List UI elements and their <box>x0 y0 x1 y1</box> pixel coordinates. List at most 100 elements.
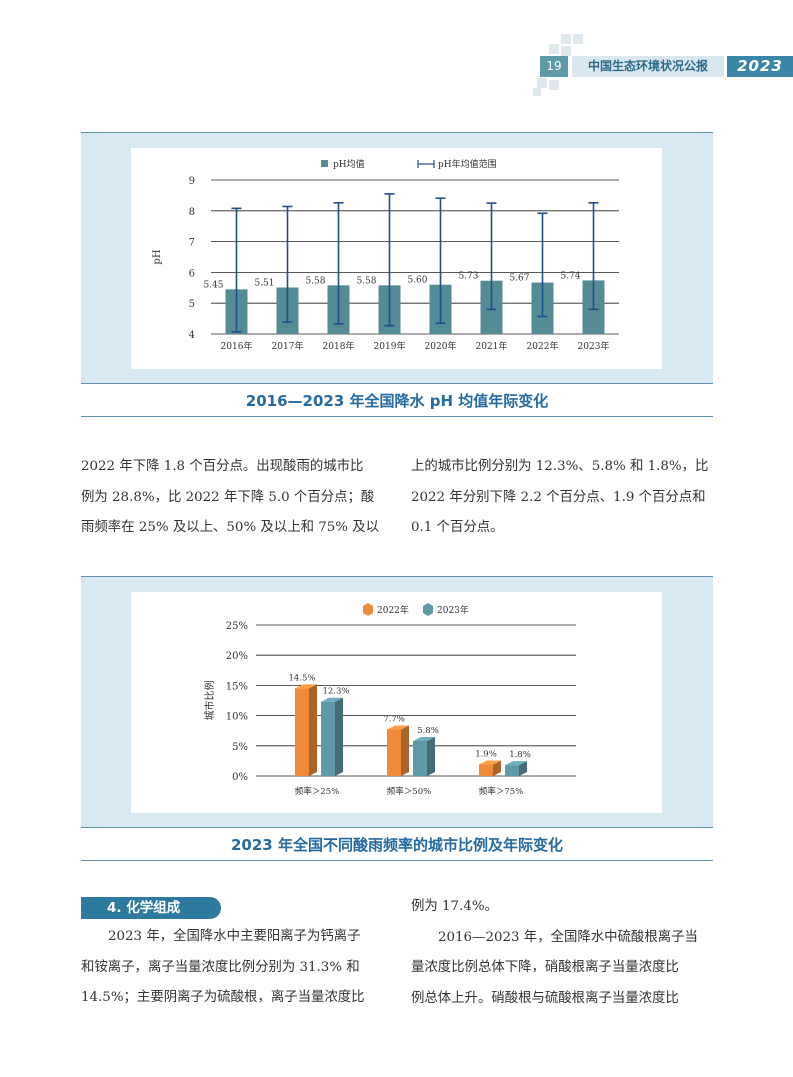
legend-label: 2023年 <box>437 604 469 616</box>
text-line: 量浓度比例总体下降，硝酸根离子当量浓度比 <box>411 960 679 975</box>
x-tick-label: 频率＞25% <box>295 786 339 797</box>
bar-top <box>413 736 435 741</box>
text-line: 上的城市比例分别为 12.3%、5.8% 和 1.8%，比 <box>411 459 709 474</box>
data-label: 1.9% <box>475 750 497 760</box>
section-right-column: 例为 17.4%。 2016—2023 年，全国降水中硫酸根离子当 量浓度比例总… <box>411 892 698 1014</box>
page-number: 19 <box>540 56 568 77</box>
bar-front <box>321 701 335 776</box>
ph-chart: 4 5 6 7 8 9 pH pH均值 pH年均值范围 5.45 2016年 5.51 2017年 5.5… <box>152 158 619 352</box>
y-tick-label: 5% <box>232 742 248 753</box>
x-tick-label: 频率＞50% <box>387 786 431 797</box>
data-label: 5.8% <box>417 726 439 736</box>
y-tick-label: 6 <box>189 268 195 279</box>
y-tick-label: 9 <box>189 176 195 187</box>
y-tick-label: 0% <box>232 772 248 783</box>
bar-front <box>295 688 309 776</box>
x-tick-label: 2019年 <box>374 340 406 352</box>
bar-top <box>479 760 501 765</box>
legend-swatch <box>363 603 373 616</box>
data-label: 5.60 <box>407 276 427 286</box>
figure2-panel: 0% 5% 10% 15% 20% 25% 城市比例 2022年 2023年 14.5% 12.3%… <box>81 576 713 827</box>
data-label: 5.67 <box>509 274 529 284</box>
bar-side <box>309 684 317 776</box>
bar-front <box>505 765 519 776</box>
legend-swatch <box>423 603 433 616</box>
bar <box>479 760 501 776</box>
text-line: 14.5%；主要阴离子为硫酸根，离子当量浓度比 <box>81 990 365 1005</box>
data-label: 5.51 <box>254 278 274 288</box>
data-label: 12.3% <box>322 687 349 697</box>
y-tick-label: 4 <box>189 330 195 341</box>
bar-side <box>401 725 409 776</box>
y-tick-label: 10% <box>226 712 248 723</box>
text-line: 2022 年下降 1.8 个百分点。出现酸雨的城市比 <box>81 459 364 474</box>
y-tick-label: 15% <box>226 681 248 692</box>
legend-swatch-mean <box>321 160 328 167</box>
bar <box>505 761 527 776</box>
bar-front <box>387 729 401 776</box>
figure1-chart-area: 4 5 6 7 8 9 pH pH均值 pH年均值范围 5.45 2016年 5.51 2017年 5.5… <box>131 148 662 369</box>
text-line: 0.1 个百分点。 <box>411 520 504 535</box>
data-label: 5.73 <box>458 272 478 282</box>
paragraph1-left: 2022 年下降 1.8 个百分点。出现酸雨的城市比 例为 28.8%，比 20… <box>81 452 379 544</box>
data-label: 1.8% <box>509 750 531 760</box>
section-left-column: 2023 年，全国降水中主要阳离子为钙离子 和铵离子，离子当量浓度比例分别为 3… <box>81 922 365 1014</box>
bar-side <box>493 760 501 776</box>
y-axis-label: pH <box>152 249 163 264</box>
x-tick-label: 2018年 <box>323 340 355 352</box>
bar-top <box>321 697 343 702</box>
x-tick-label: 2020年 <box>425 340 457 352</box>
bar-top <box>505 761 527 766</box>
paragraph1-right: 上的城市比例分别为 12.3%、5.8% 和 1.8%，比 2022 年分别下降… <box>411 452 708 544</box>
header-bar: 19 中国生态环境状况公报 2023 <box>540 56 793 77</box>
bar-front <box>413 740 427 776</box>
data-label: 5.45 <box>203 280 223 290</box>
figure1-panel: 4 5 6 7 8 9 pH pH均值 pH年均值范围 5.45 2016年 5.51 2017年 5.5… <box>81 132 713 383</box>
legend-label: 2022年 <box>377 604 409 616</box>
data-label: 5.74 <box>560 271 580 281</box>
text-line: 例为 28.8%，比 2022 年下降 5.0 个百分点；酸 <box>81 489 375 505</box>
bar-top <box>387 725 409 730</box>
y-tick-label: 7 <box>189 238 195 249</box>
figure2-chart-area: 0% 5% 10% 15% 20% 25% 城市比例 2022年 2023年 14.5% 12.3%… <box>131 592 662 813</box>
y-tick-label: 25% <box>226 621 248 632</box>
data-label: 5.58 <box>356 276 376 286</box>
bar <box>295 684 317 776</box>
bar <box>413 736 435 776</box>
data-label: 5.58 <box>305 276 325 286</box>
section-heading: 4. 化学组成 <box>81 897 221 919</box>
text-line: 2023 年，全国降水中主要阳离子为钙离子 <box>108 929 361 944</box>
x-tick-label: 2021年 <box>476 340 508 352</box>
data-label: 14.5% <box>288 673 315 683</box>
y-tick-label: 5 <box>189 299 195 310</box>
text-line: 雨频率在 25% 及以上、50% 及以上和 75% 及以 <box>81 520 380 535</box>
data-label: 7.7% <box>383 714 405 724</box>
acid-rain-chart: 0% 5% 10% 15% 20% 25% 城市比例 2022年 2023年 14.5% 12.3%… <box>203 603 576 797</box>
bar-side <box>427 736 435 776</box>
bar <box>321 697 343 776</box>
figure2-caption: 2023 年全国不同酸雨频率的城市比例及年际变化 <box>81 827 713 861</box>
text-line: 2016—2023 年，全国降水中硫酸根离子当 <box>438 929 698 945</box>
y-tick-label: 20% <box>226 651 248 662</box>
figure1-caption: 2016—2023 年全国降水 pH 均值年际变化 <box>81 383 713 417</box>
legend-label-mean: pH均值 <box>333 158 365 170</box>
bar-top <box>295 684 317 689</box>
text-line: 2022 年分别下降 2.2 个百分点、1.9 个百分点和 <box>411 489 706 505</box>
bar-side <box>335 697 343 776</box>
x-tick-label: 2017年 <box>272 340 304 352</box>
publication-year: 2023 <box>727 56 793 77</box>
bar-front <box>479 764 493 776</box>
x-tick-label: 频率＞75% <box>479 786 523 797</box>
publication-title: 中国生态环境状况公报 <box>572 56 724 77</box>
bar-side <box>519 761 527 776</box>
x-tick-label: 2022年 <box>527 340 559 352</box>
text-line: 例总体上升。硝酸根与硫酸根离子当量浓度比 <box>411 990 679 1006</box>
bar <box>387 725 409 776</box>
x-tick-label: 2016年 <box>221 340 253 352</box>
legend-label-range: pH年均值范围 <box>438 158 497 170</box>
header-decoration <box>525 30 585 96</box>
text-line: 和铵离子，离子当量浓度比例分别为 31.3% 和 <box>81 959 360 975</box>
y-axis-label: 城市比例 <box>203 681 216 721</box>
x-tick-label: 2023年 <box>578 340 610 352</box>
text-line: 例为 17.4%。 <box>411 899 498 914</box>
